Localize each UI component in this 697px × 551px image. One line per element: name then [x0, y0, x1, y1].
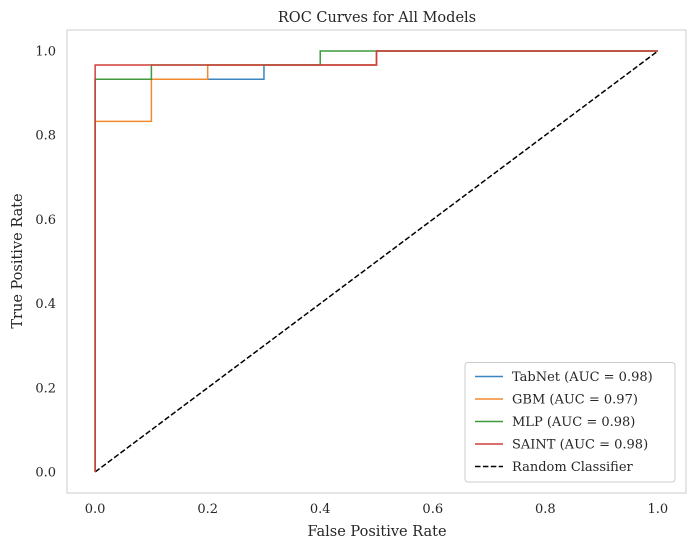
x-tick-label: 0.0 [85, 502, 106, 517]
legend-label: GBM (AUC = 0.97) [512, 393, 638, 408]
series-line-random [94, 50, 659, 473]
legend-label: MLP (AUC = 0.98) [512, 415, 635, 430]
legend-label: Random Classifier [512, 460, 634, 475]
series-line-saint [94, 50, 658, 472]
x-tick-label: 0.6 [422, 502, 443, 517]
x-tick-label: 1.0 [648, 502, 669, 517]
x-tick-label: 0.2 [197, 502, 218, 517]
x-tick-label: 0.8 [535, 502, 556, 517]
legend-box [464, 362, 676, 483]
y-tick-label: 0.6 [35, 213, 56, 228]
x-tick-label: 0.4 [310, 502, 331, 517]
plot-area [94, 50, 659, 473]
y-axis-label: True Positive Rate [10, 193, 26, 328]
legend-label: SAINT (AUC = 0.98) [512, 438, 648, 453]
y-tick-label: 1.0 [35, 45, 56, 60]
axis-ticks: 0.0 0.2 0.4 0.6 0.8 1.0 0.0 0.2 0.4 0.6 0.8 1.0 [35, 45, 668, 517]
y-tick-label: 0.4 [35, 297, 56, 312]
y-tick-label: 0.2 [35, 381, 56, 396]
x-axis-label: False Positive Rate [307, 524, 446, 540]
y-tick-label: 0.0 [35, 465, 56, 480]
legend: TabNet (AUC = 0.98) GBM (AUC = 0.97) MLP (… [464, 362, 676, 483]
legend-label: TabNet (AUC = 0.98) [512, 370, 653, 385]
plot-frame [66, 29, 687, 494]
y-tick-label: 0.8 [35, 129, 56, 144]
chart-title: ROC Curves for All Models [278, 10, 476, 26]
